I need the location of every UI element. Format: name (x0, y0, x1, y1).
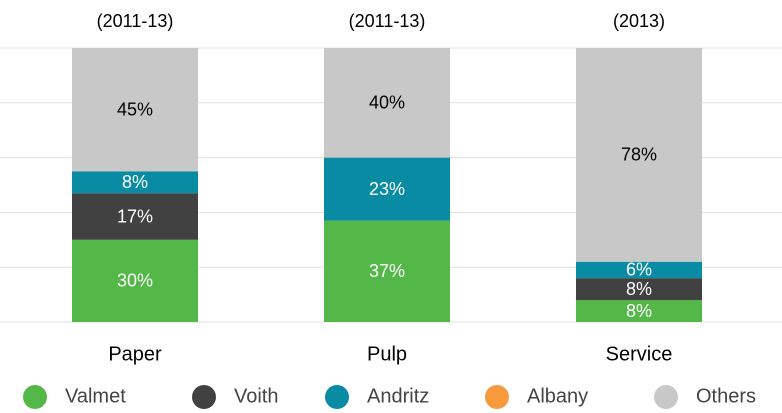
x-tick-label: Paper (108, 343, 162, 365)
data-label: 45% (117, 99, 153, 119)
bar-segment (576, 261, 702, 279)
bar-segment (324, 48, 450, 158)
data-label: 17% (117, 206, 153, 226)
annotation: (2011-13) (97, 11, 174, 31)
bar-segment (72, 239, 198, 322)
data-label: 30% (117, 271, 153, 291)
legend-swatch (23, 385, 47, 409)
legend-label: Albany (527, 385, 588, 407)
legend-swatch (325, 385, 349, 409)
bar-segment (72, 171, 198, 194)
legend-swatch (654, 385, 678, 409)
data-label: 78% (621, 145, 657, 165)
data-label: 8% (626, 279, 652, 299)
annotation: (2011-13) (349, 11, 426, 31)
legend-label: Voith (234, 385, 278, 407)
bar-segment (576, 300, 702, 322)
legend-swatch (192, 385, 216, 409)
data-label: 23% (369, 179, 405, 199)
bar-segment (324, 157, 450, 221)
bar-segment (72, 193, 198, 240)
bar-segment (324, 220, 450, 322)
data-label: 8% (122, 172, 148, 192)
legend-label: Valmet (65, 385, 126, 407)
bar-segment (72, 48, 198, 172)
legend-label: Andritz (367, 385, 429, 407)
x-tick-label: Pulp (367, 343, 407, 365)
annotation: (2013) (613, 11, 665, 31)
legend-label: Others (696, 385, 756, 407)
data-label: 40% (369, 93, 405, 113)
data-label: 8% (626, 301, 652, 321)
data-label: 6% (626, 260, 652, 280)
bar-segment (576, 48, 702, 262)
legend-swatch (485, 385, 509, 409)
bar-segment (576, 278, 702, 301)
data-label: 37% (369, 261, 405, 281)
x-tick-label: Service (606, 343, 673, 365)
